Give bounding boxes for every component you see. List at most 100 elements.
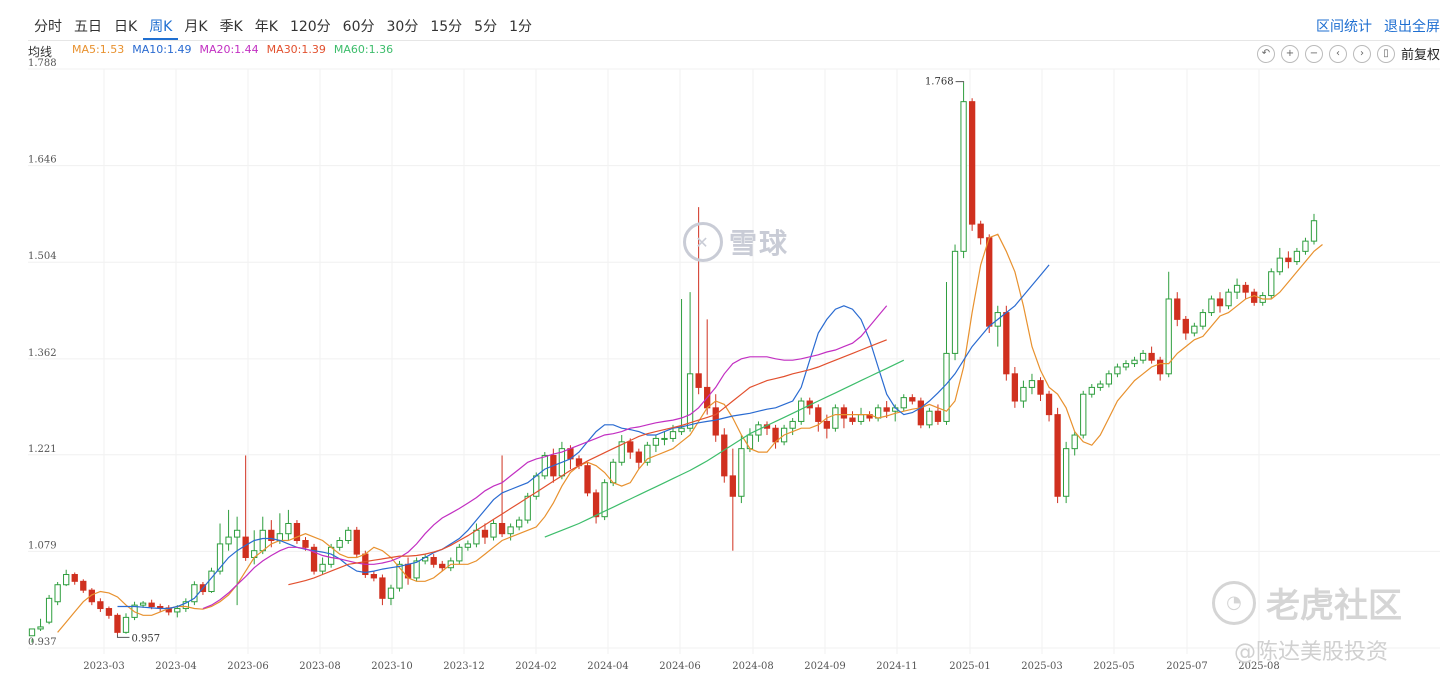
candle-body: [1028, 380, 1036, 388]
candle-body: [721, 434, 728, 477]
candle-body: [1302, 240, 1309, 252]
exit-fullscreen-link[interactable]: 退出全屏: [1384, 19, 1440, 35]
high-annotation: 1.768: [925, 77, 954, 88]
candle-body: [293, 522, 301, 542]
candle-body: [900, 397, 907, 409]
tab-11[interactable]: 5分: [474, 19, 498, 35]
candle-body: [601, 482, 608, 518]
candle-body: [456, 546, 463, 562]
header-actions: 区间统计 退出全屏: [1316, 16, 1440, 36]
candle-body: [815, 407, 822, 422]
candle-body: [122, 616, 130, 633]
candle-body: [148, 602, 155, 607]
candle-body: [1276, 257, 1283, 273]
candle-body: [97, 601, 104, 610]
candle-body: [977, 223, 984, 239]
candle-body: [1225, 291, 1232, 307]
candle-body: [208, 570, 215, 593]
tab-7[interactable]: 120分: [289, 19, 331, 35]
candle-body: [1131, 359, 1138, 365]
candle-body: [1285, 257, 1292, 263]
candle-body: [370, 574, 378, 579]
ma30-line: [288, 339, 887, 586]
candle-body: [507, 526, 514, 535]
candle-icon[interactable]: ▯: [1376, 44, 1395, 63]
tab-3[interactable]: 周K: [143, 10, 179, 40]
candle-body: [1097, 383, 1104, 388]
candle-body: [541, 454, 548, 477]
author-watermark: @陈达美股投资: [1234, 640, 1389, 665]
candle-body: [968, 101, 976, 225]
candle-body: [840, 407, 848, 419]
candle-body: [1088, 386, 1095, 395]
candle-body: [1071, 434, 1078, 450]
candle-body: [1216, 298, 1224, 307]
tab-6[interactable]: 年K: [254, 19, 278, 35]
ma20-legend: MA20:1.44: [199, 43, 259, 56]
range-stats-link[interactable]: 区间统计: [1316, 19, 1372, 35]
xueqiu-watermark-text: 雪球: [729, 227, 790, 260]
candle-body: [80, 580, 87, 591]
candle-body: [439, 563, 446, 569]
zoom-out-icon[interactable]: −: [1304, 44, 1323, 63]
tabs-divider: [28, 40, 1440, 41]
candle-body: [874, 407, 882, 419]
tiger-logo-icon: ◔: [1212, 580, 1256, 625]
xueqiu-logo-icon: ✕: [683, 222, 723, 262]
candle-body: [1062, 448, 1070, 497]
candle-body: [1310, 220, 1318, 242]
ma-legend-label: 均线: [28, 45, 53, 59]
x-tick-label: 2023-12: [443, 661, 485, 672]
x-tick-label: 2024-02: [515, 661, 557, 672]
candle-body: [28, 628, 36, 637]
candle-body: [379, 577, 386, 599]
x-tick-label: 2023-08: [299, 661, 341, 672]
candle-body: [1105, 373, 1113, 385]
tab-8[interactable]: 60分: [342, 19, 375, 35]
candle-body: [1037, 380, 1044, 395]
candle-body: [1191, 325, 1198, 334]
candle-body: [481, 529, 489, 538]
candle-body: [54, 584, 61, 603]
tab-5[interactable]: 季K: [219, 19, 243, 35]
tab-9[interactable]: 30分: [386, 19, 419, 35]
tab-1[interactable]: 五日: [74, 19, 102, 35]
prev-icon[interactable]: ‹: [1328, 44, 1347, 63]
candle-body: [1182, 318, 1189, 334]
x-tick-label: 2025-03: [1021, 661, 1063, 672]
candle-body: [242, 536, 249, 559]
candle-body: [182, 601, 189, 610]
tab-12[interactable]: 1分: [509, 19, 532, 35]
y-tick-label: 1.646: [28, 155, 57, 166]
y-tick-label: 1.362: [28, 348, 57, 359]
candle-body: [1020, 386, 1027, 402]
candle-body: [618, 441, 625, 463]
ma-legend: 均线 MA5:1.53 MA10:1.49 MA20:1.44 MA30:1.3…: [28, 43, 393, 60]
candle-body: [387, 587, 395, 599]
tab-2[interactable]: 日K: [114, 19, 138, 35]
zoom-in-icon[interactable]: +: [1280, 44, 1299, 63]
candle-body: [473, 529, 480, 545]
x-tick-label: 2025-01: [949, 661, 991, 672]
candle-body: [832, 407, 839, 429]
candle-body: [1242, 284, 1249, 293]
candle-body: [1054, 414, 1061, 497]
candle-body: [1122, 363, 1130, 368]
next-icon[interactable]: ›: [1352, 44, 1371, 63]
candle-body: [695, 373, 702, 388]
tab-10[interactable]: 15分: [430, 19, 463, 35]
candle-body: [285, 522, 292, 535]
adjust-toggle[interactable]: 前复权: [1400, 48, 1440, 63]
candle-body: [592, 492, 600, 518]
tab-4[interactable]: 月K: [184, 19, 208, 35]
candle-body: [1208, 298, 1215, 314]
candle-body: [729, 475, 736, 497]
undo-icon[interactable]: ↶: [1256, 44, 1275, 63]
candle-body: [678, 427, 685, 433]
tab-0[interactable]: 分时: [34, 19, 62, 35]
period-tabs: 分时 五日 日K 周K 月K 季K 年K 120分 60分 30分 15分 5分 1分: [28, 10, 538, 40]
candle-body: [139, 602, 147, 606]
ma60-legend: MA60:1.36: [333, 43, 394, 56]
candle-body: [1080, 393, 1087, 436]
